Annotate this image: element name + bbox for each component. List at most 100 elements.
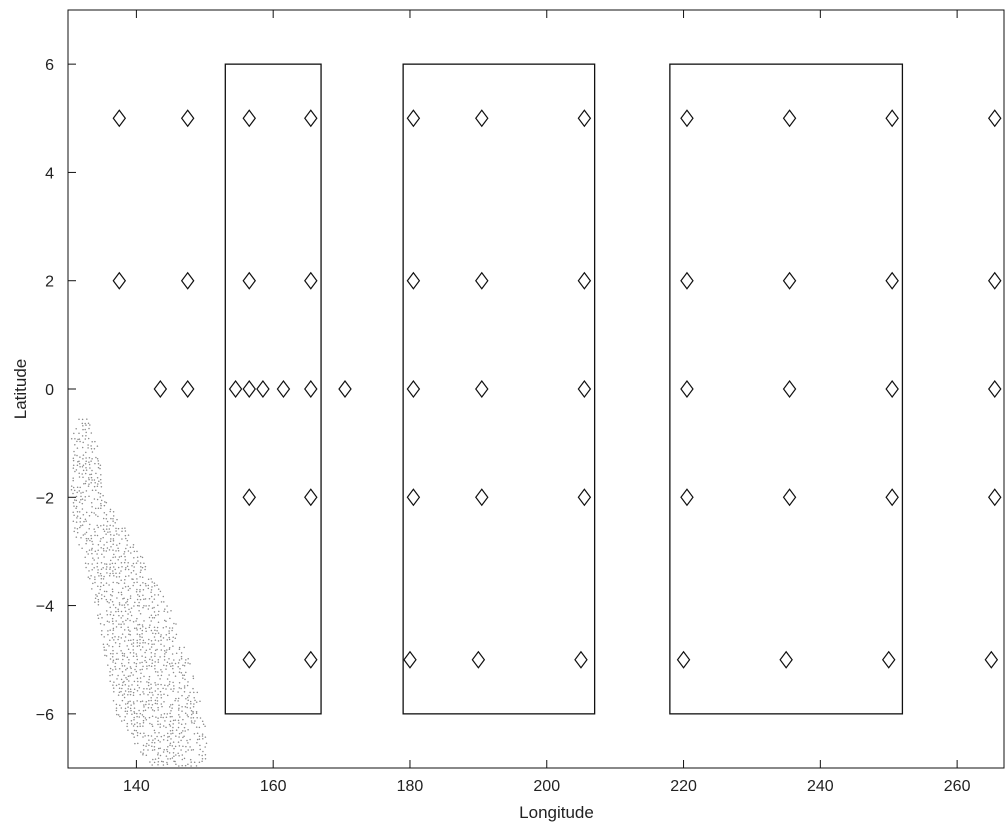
land-dot [99, 464, 102, 466]
station-marker [885, 271, 899, 290]
land-dot [124, 707, 127, 710]
land-dot [141, 624, 144, 626]
land-dot [143, 620, 145, 622]
land-dot [165, 651, 167, 654]
land-dot [163, 734, 165, 737]
land-dot [171, 707, 173, 709]
station-marker [228, 380, 243, 398]
land-dot [72, 511, 74, 514]
land-dot [103, 544, 105, 546]
land-dot [153, 617, 156, 619]
land-dot [105, 533, 107, 535]
land-dot [127, 688, 129, 690]
land-dot [157, 604, 159, 606]
land-dot [180, 657, 183, 660]
land-dot [114, 662, 117, 664]
station-marker [475, 271, 489, 290]
land-dot [108, 584, 110, 586]
land-dot [136, 658, 139, 661]
land-dot [152, 632, 154, 634]
land-dot [157, 752, 159, 754]
land-dot [154, 670, 157, 673]
land-dot [201, 754, 203, 757]
land-dot [109, 594, 112, 596]
land-dot [97, 526, 99, 529]
land-dot [128, 691, 130, 693]
land-dot [142, 691, 144, 693]
land-dot [126, 656, 129, 659]
land-dot [81, 508, 84, 510]
land-dot [142, 581, 144, 584]
land-dot [112, 570, 114, 572]
land-dot [107, 633, 109, 636]
land-dot [116, 678, 118, 680]
land-dot [121, 652, 124, 654]
land-dot [131, 565, 133, 567]
land-dot [112, 622, 114, 625]
land-dot [130, 607, 133, 609]
land-dot [100, 547, 102, 549]
station-marker [676, 650, 691, 669]
land-dot [78, 476, 81, 478]
land-dot [178, 736, 180, 738]
land-dot [132, 694, 135, 697]
land-dot [76, 517, 78, 519]
land-dot [135, 729, 138, 732]
land-dot [150, 629, 153, 632]
land-dot [168, 648, 171, 650]
land-dot [136, 677, 139, 680]
land-dot [140, 680, 142, 683]
land-dot [169, 704, 172, 706]
land-dot [162, 627, 165, 629]
land-dot [91, 588, 93, 590]
land-dot [153, 729, 156, 732]
land-dot [144, 659, 146, 662]
land-dot [80, 495, 82, 498]
land-dot [96, 566, 98, 568]
land-dot [118, 687, 121, 690]
land-dot [127, 561, 129, 564]
land-dot [103, 623, 105, 626]
land-dot [124, 610, 127, 612]
land-dot [166, 763, 169, 766]
land-dot [202, 750, 204, 753]
land-dot [133, 711, 135, 713]
land-dot [118, 556, 121, 558]
land-dot [130, 720, 133, 722]
land-dot [122, 614, 124, 617]
land-dot [123, 551, 126, 553]
land-dot [121, 671, 124, 673]
land-dot [145, 701, 148, 703]
land-dot [132, 645, 135, 647]
land-dot [159, 747, 161, 749]
land-dot [122, 621, 124, 623]
land-dot [145, 661, 148, 664]
land-dot [157, 693, 159, 696]
land-dot [174, 699, 176, 702]
x-tick-label: 180 [397, 778, 424, 795]
land-dot [87, 563, 90, 565]
land-dot [112, 539, 115, 542]
land-dot [126, 565, 129, 568]
land-dot [178, 687, 181, 689]
land-dot [135, 562, 138, 564]
land-dot [154, 738, 156, 740]
land-dot [120, 579, 122, 581]
land-dot [100, 524, 102, 527]
region-box [669, 63, 904, 715]
land-dot [93, 479, 96, 481]
station-marker [574, 650, 588, 669]
land-dot [106, 613, 109, 616]
land-dot [151, 745, 153, 748]
x-tick-label: 240 [807, 778, 834, 795]
land-dot [78, 460, 80, 463]
land-dot [120, 720, 123, 722]
land-dot [110, 517, 112, 520]
land-dot [157, 754, 159, 756]
land-dot [166, 694, 169, 697]
land-dot [139, 642, 141, 644]
land-dot [120, 591, 123, 594]
land-dot [126, 618, 129, 620]
land-dots-layer [70, 418, 208, 767]
land-dot [78, 511, 81, 513]
